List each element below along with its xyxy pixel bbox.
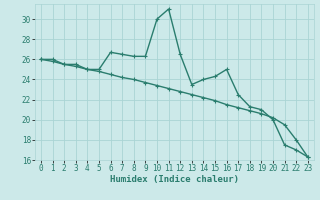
X-axis label: Humidex (Indice chaleur): Humidex (Indice chaleur) <box>110 175 239 184</box>
